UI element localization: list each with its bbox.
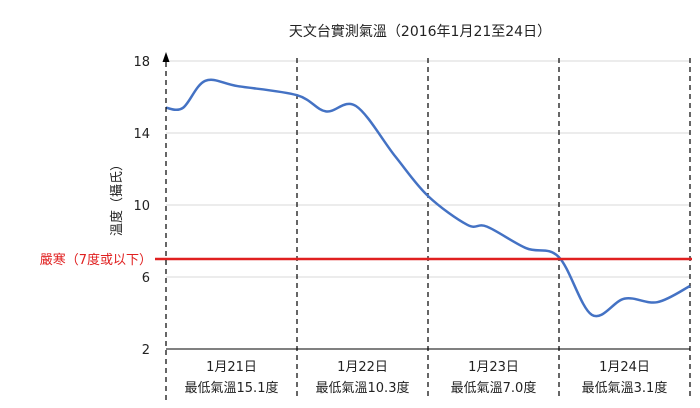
y-tick-label: 14 [133,127,150,142]
chart-title: 天文台實測氣溫（2016年1月21至24日） [289,23,551,40]
day-label: 1月22日 [337,360,388,375]
labels: 天文台實測氣溫（2016年1月21至24日） 溫度（攝氏） 2 6 10 14 18 嚴寒（7… [40,23,668,396]
y-tick-label: 6 [142,271,150,286]
temperature-series-line [165,78,691,318]
min-temp-label: 最低氣溫7.0度 [451,380,537,396]
series-layer [165,78,691,318]
y-tick-label: 18 [133,55,150,70]
min-temp-label: 最低氣溫10.3度 [316,380,410,396]
min-temp-label: 最低氣溫15.1度 [185,380,279,396]
day-dividers [296,58,691,400]
day-label: 1月24日 [599,360,650,375]
threshold-label: 嚴寒（7度或以下） [40,252,152,268]
y-tick-label: 2 [142,343,150,358]
y-tick-label: 10 [133,199,150,214]
axes [162,52,690,400]
day-label: 1月23日 [468,360,519,375]
y-axis-label: 溫度（攝氏） [109,158,125,236]
y-axis-arrow [162,52,170,62]
day-label: 1月21日 [206,360,257,375]
min-temp-label: 最低氣溫3.1度 [582,380,668,396]
